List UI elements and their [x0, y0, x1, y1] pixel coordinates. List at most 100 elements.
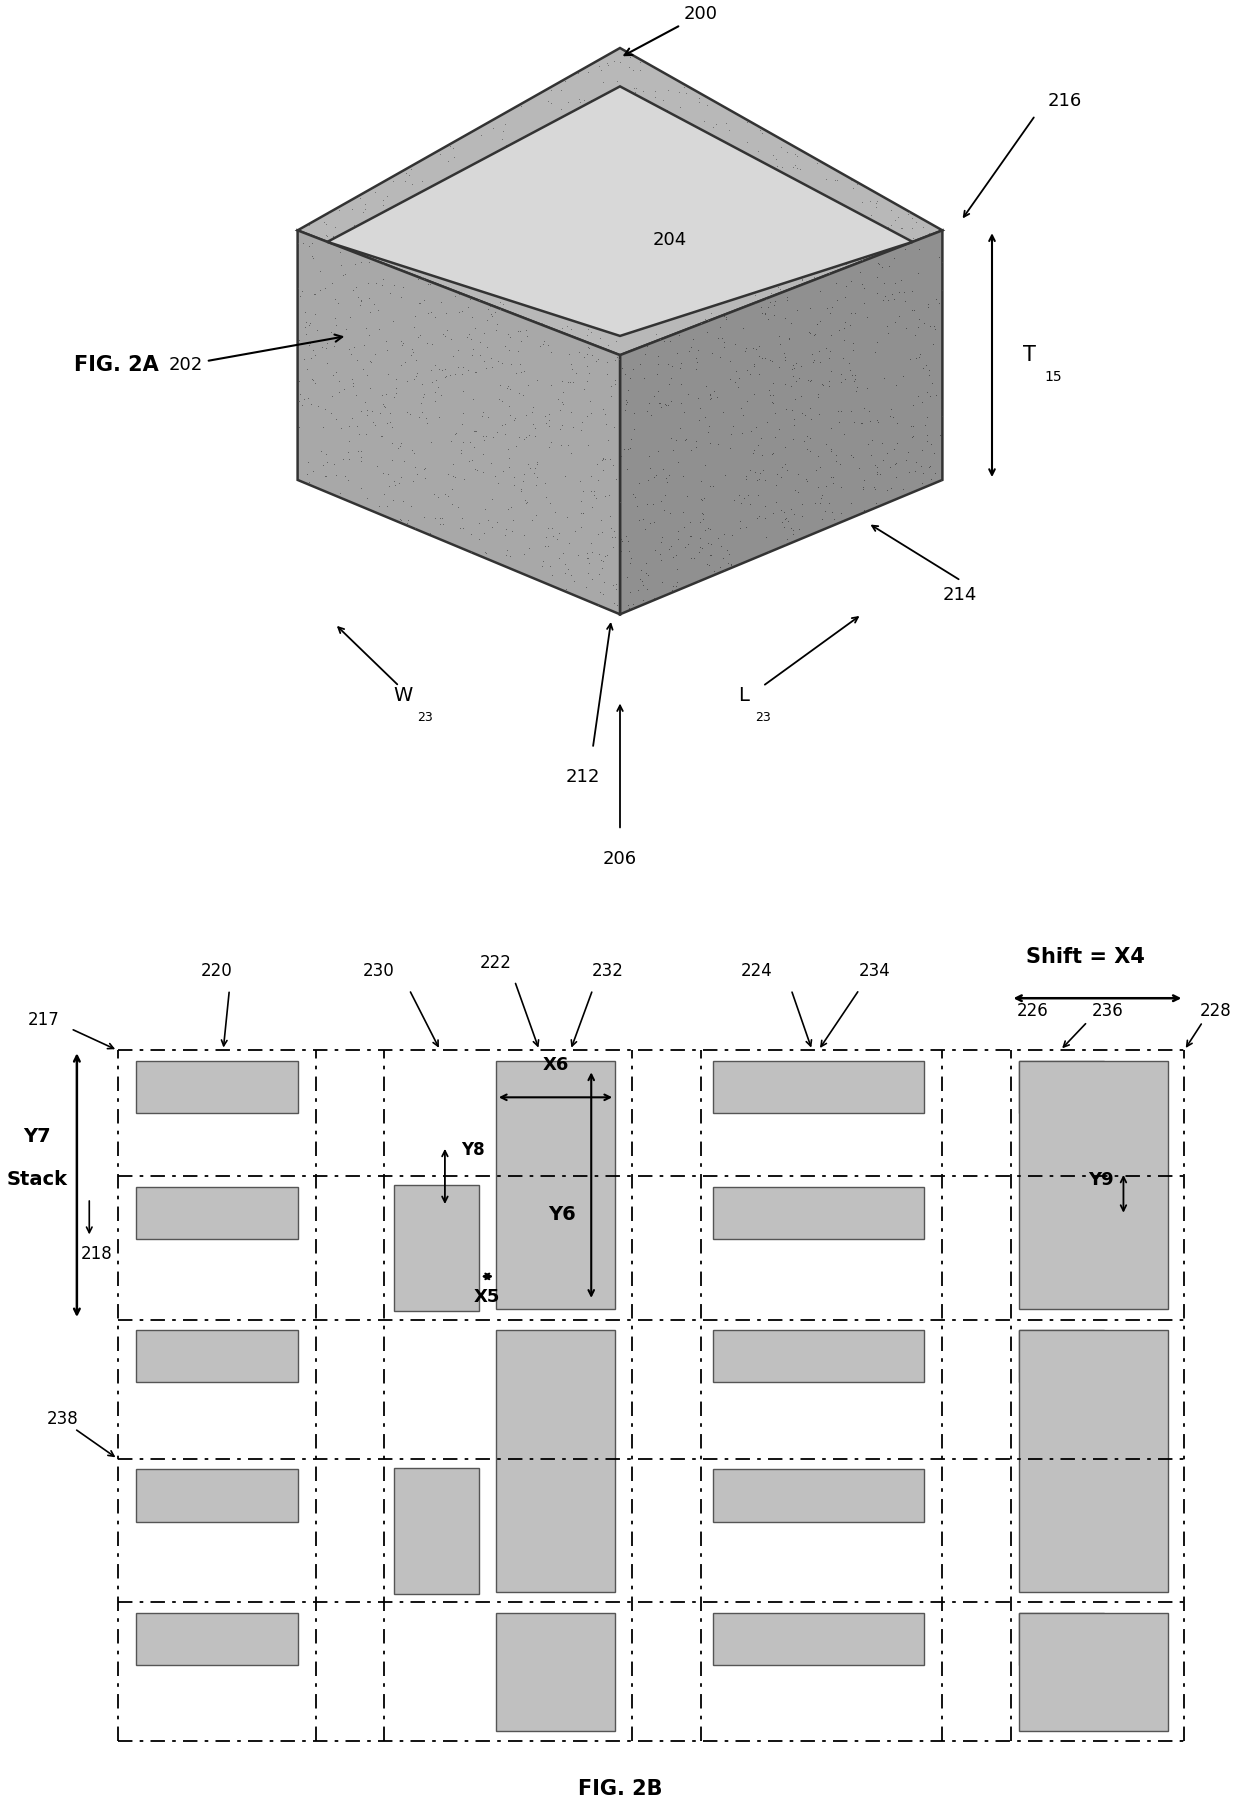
- Point: [500, 255, 520, 284]
- Point: [898, 199, 918, 228]
- Point: [843, 368, 863, 397]
- Point: [616, 522, 636, 551]
- Point: [412, 398, 432, 427]
- Point: [619, 53, 639, 81]
- Point: [453, 513, 472, 541]
- Point: [616, 563, 636, 592]
- Point: [675, 72, 694, 101]
- Point: [768, 197, 787, 226]
- Point: [632, 567, 652, 596]
- Polygon shape: [298, 230, 620, 614]
- Point: [666, 156, 686, 185]
- Point: [671, 109, 691, 138]
- Point: [800, 424, 820, 453]
- Point: [482, 301, 502, 330]
- Point: [579, 333, 599, 362]
- Point: [719, 435, 739, 464]
- Point: [408, 322, 428, 351]
- Point: [458, 355, 477, 384]
- Point: [755, 344, 775, 373]
- Point: [537, 241, 557, 270]
- Point: [489, 469, 508, 498]
- Point: [660, 500, 680, 529]
- Point: [484, 279, 503, 308]
- Point: [512, 176, 532, 205]
- Point: [708, 324, 728, 353]
- Point: [456, 322, 476, 351]
- Point: [572, 498, 591, 527]
- Point: [578, 58, 598, 87]
- Point: [420, 270, 440, 299]
- Point: [402, 168, 422, 197]
- Point: [357, 484, 377, 513]
- Point: [293, 228, 312, 257]
- Point: [892, 266, 911, 295]
- Point: [615, 395, 635, 424]
- Point: [843, 335, 863, 364]
- Point: [401, 203, 420, 232]
- Point: [743, 225, 763, 254]
- Point: [463, 255, 482, 284]
- Point: [733, 400, 753, 429]
- Point: [404, 453, 424, 482]
- Point: [688, 89, 708, 118]
- Point: [533, 330, 553, 359]
- Point: [500, 541, 520, 570]
- Point: [567, 156, 587, 185]
- Point: [500, 375, 520, 404]
- Point: [676, 159, 696, 188]
- Point: [621, 426, 641, 455]
- Point: [472, 422, 492, 451]
- Point: [373, 391, 393, 420]
- Point: [305, 340, 325, 369]
- Point: [691, 485, 711, 514]
- Point: [497, 319, 517, 348]
- Point: [661, 386, 681, 415]
- Point: [600, 446, 620, 474]
- Point: [904, 411, 924, 440]
- Point: [652, 103, 672, 132]
- Point: [525, 413, 544, 442]
- Point: [884, 435, 904, 464]
- Point: [548, 114, 568, 143]
- Point: [686, 342, 706, 371]
- Point: [854, 465, 874, 494]
- Point: [501, 350, 521, 378]
- Point: [667, 339, 687, 368]
- Point: [843, 442, 863, 471]
- Point: [789, 514, 808, 543]
- Point: [427, 248, 446, 277]
- Point: [553, 538, 573, 567]
- Text: 206: 206: [603, 849, 637, 867]
- Point: [817, 293, 837, 322]
- Point: [658, 76, 678, 105]
- Point: [680, 232, 699, 261]
- Point: [553, 389, 573, 418]
- Point: [877, 311, 897, 340]
- Point: [290, 283, 310, 311]
- Point: [461, 520, 481, 549]
- Point: [637, 489, 657, 518]
- Point: [477, 270, 497, 299]
- Point: [869, 250, 889, 279]
- Point: [908, 382, 928, 411]
- Point: [835, 313, 854, 342]
- Point: [636, 549, 656, 578]
- Text: 220: 220: [201, 962, 233, 980]
- Point: [360, 321, 379, 350]
- Point: [851, 257, 870, 286]
- Point: [389, 469, 409, 498]
- Point: [330, 478, 350, 507]
- Point: [831, 359, 851, 388]
- Point: [885, 268, 905, 297]
- Point: [512, 326, 532, 355]
- Point: [527, 464, 547, 493]
- Point: [786, 366, 806, 395]
- Point: [784, 426, 804, 455]
- Point: [715, 304, 735, 333]
- Point: [377, 225, 397, 254]
- Point: [650, 107, 670, 136]
- Point: [774, 496, 794, 525]
- Point: [388, 433, 408, 462]
- Point: [496, 130, 516, 159]
